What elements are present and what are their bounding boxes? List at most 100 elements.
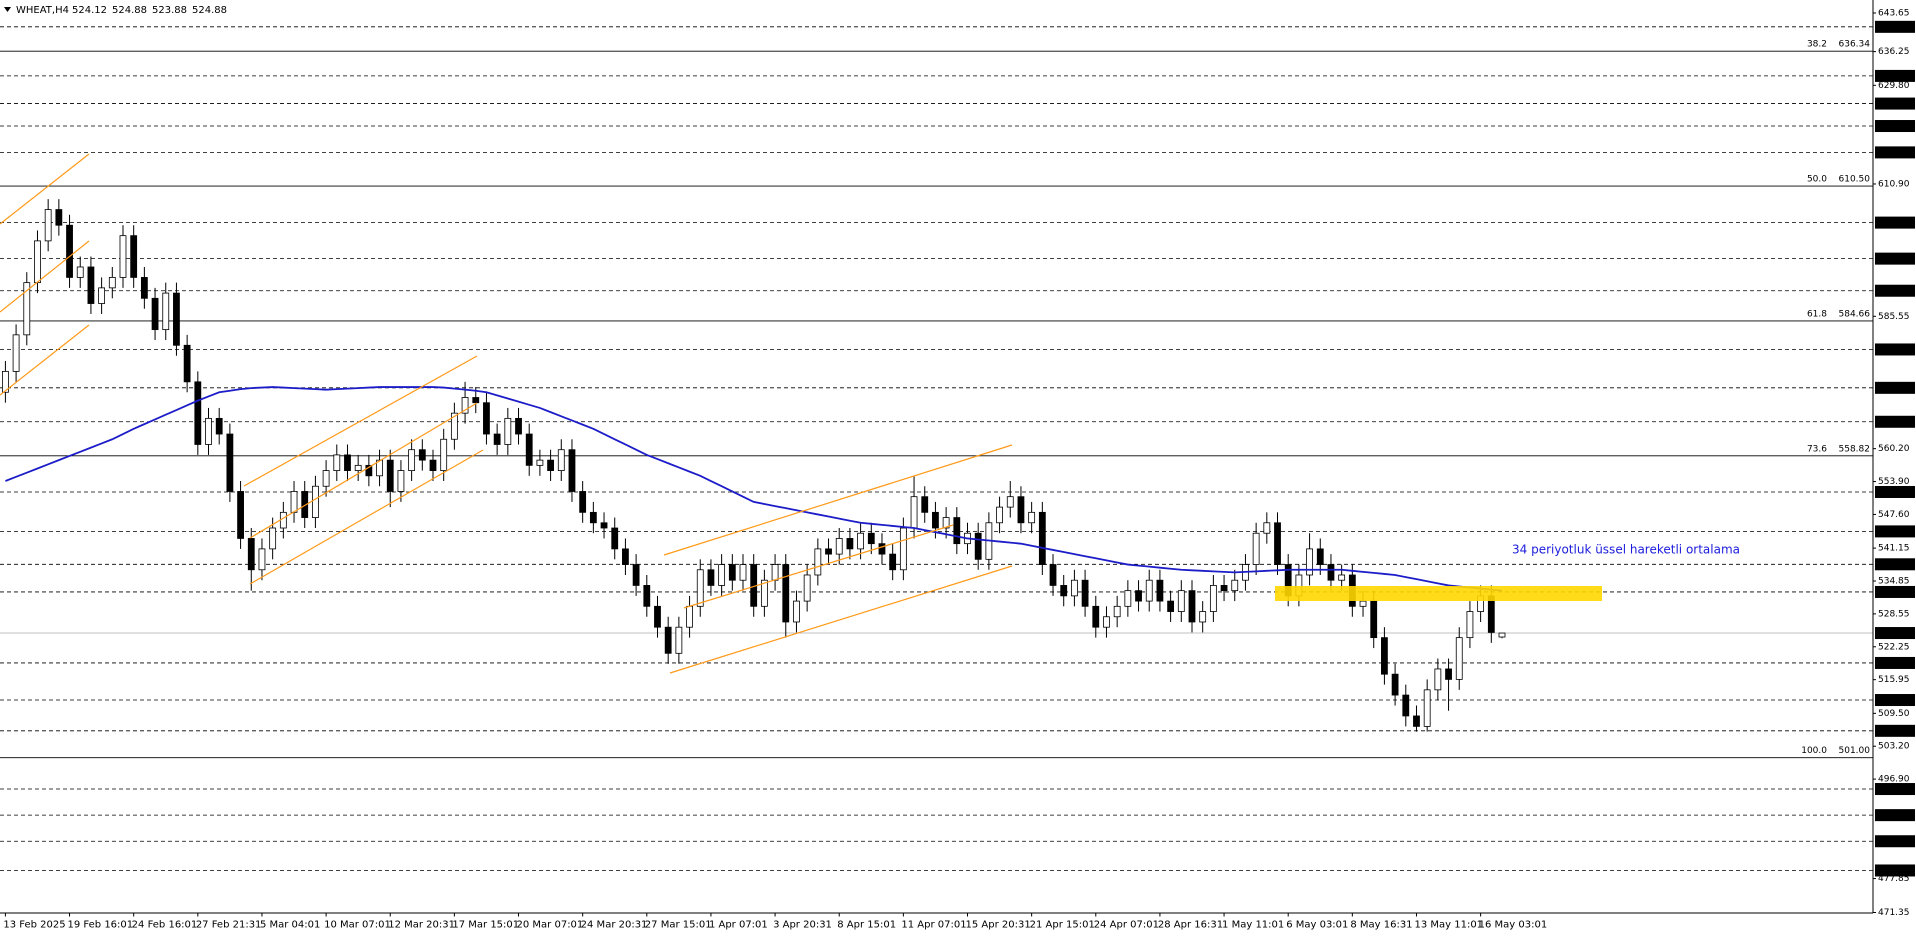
candle-body xyxy=(867,532,875,545)
x-tick-label: 1 Apr 07:01 xyxy=(709,920,768,931)
y-tick-label: 528.55 xyxy=(1878,609,1910,619)
level-label-box xyxy=(1875,146,1915,159)
level-label-box xyxy=(1875,252,1915,265)
resistance-zone xyxy=(1275,586,1602,601)
candle-body xyxy=(1135,590,1142,602)
candle-body xyxy=(696,569,704,607)
candle-body xyxy=(1220,585,1228,592)
candle-body xyxy=(1060,585,1068,597)
candle-body xyxy=(354,464,362,471)
candle-body xyxy=(322,470,330,487)
level-label-box xyxy=(1875,216,1915,229)
moving-average xyxy=(5,386,1503,592)
y-tick-label: 522.25 xyxy=(1878,642,1910,652)
level-label-box xyxy=(1875,864,1915,877)
candle-body xyxy=(1092,605,1100,628)
candle-body xyxy=(66,224,73,278)
candle-body xyxy=(825,548,832,555)
candle-body xyxy=(1370,600,1378,639)
x-tick-label: 27 Mar 15:01 xyxy=(645,920,712,931)
x-tick-label: 28 Apr 16:31 xyxy=(1158,920,1223,931)
candle-body xyxy=(151,297,159,331)
channel-line xyxy=(683,524,954,609)
level-label: 519.15 xyxy=(1878,658,1913,669)
channel-line xyxy=(249,402,478,539)
menu-icon[interactable] xyxy=(4,7,11,12)
x-tick-label: 24 Feb 16:01 xyxy=(132,920,198,931)
candle-body xyxy=(1487,595,1495,633)
candle-body xyxy=(397,470,405,492)
x-tick-label: 16 May 03:01 xyxy=(1479,920,1548,931)
y-tick-label: 509.50 xyxy=(1878,709,1910,719)
candle-body xyxy=(739,564,747,581)
candle-body xyxy=(1113,605,1121,618)
ohlc-low: 523.88 xyxy=(152,5,187,16)
fib-level: 38.2 xyxy=(1807,40,1827,50)
fib-level: 61.8 xyxy=(1807,309,1827,319)
level-label-box xyxy=(1875,284,1915,297)
candle-body xyxy=(119,235,127,278)
x-tick-label: 24 Apr 07:01 xyxy=(1094,920,1159,931)
x-tick-label: 3 Apr 20:31 xyxy=(773,920,832,931)
level-label: 579.20 xyxy=(1878,344,1913,355)
level-label-box xyxy=(1875,783,1915,796)
candle-body xyxy=(1081,579,1089,607)
candle-body xyxy=(1049,564,1057,586)
candle-body xyxy=(846,538,854,550)
level-label-box xyxy=(1875,69,1915,82)
candle-body xyxy=(1359,600,1367,607)
level-label-box xyxy=(1875,694,1915,707)
candle-body xyxy=(643,585,651,607)
candle-body xyxy=(1124,590,1132,607)
channel-line xyxy=(0,324,90,396)
candle-body xyxy=(1338,574,1346,581)
candle-body xyxy=(312,485,319,518)
candle-body xyxy=(622,548,629,565)
fib-level: 50.0 xyxy=(1807,175,1827,185)
level-label: 626.30 xyxy=(1878,99,1913,110)
level-label: 590.45 xyxy=(1878,286,1913,297)
level-label-box xyxy=(1875,585,1915,598)
y-tick-label: 629.80 xyxy=(1878,81,1910,91)
candle-body xyxy=(1445,668,1452,680)
ohlc-high: 524.88 xyxy=(112,5,147,16)
candle-body xyxy=(1006,496,1014,508)
y-tick-label: 477.85 xyxy=(1878,874,1910,884)
level-label: 603.50 xyxy=(1878,218,1913,229)
x-tick-label: 6 May 03:01 xyxy=(1286,920,1348,931)
candle-body xyxy=(12,334,20,372)
y-tick-label: 610.90 xyxy=(1878,179,1910,189)
candle-body xyxy=(98,287,106,304)
level-label: 506.15 xyxy=(1878,726,1913,737)
x-tick-label: 27 Feb 21:31 xyxy=(196,920,262,931)
candle-body xyxy=(835,538,843,555)
candle-body xyxy=(910,496,918,529)
x-tick-label: 11 Apr 07:01 xyxy=(901,920,966,931)
ohlc-close: 524.88 xyxy=(192,5,227,16)
x-tick-label: 10 Mar 07:01 xyxy=(324,920,391,931)
layers: 643.65 636.25 629.80 610.90 585.55 560.20 553.… xyxy=(0,9,1915,931)
candle-body xyxy=(899,527,907,571)
candle-body xyxy=(344,454,351,471)
level-label: 565.35 xyxy=(1878,417,1913,428)
level-label: 485.00 xyxy=(1878,836,1913,847)
candle-body xyxy=(1327,564,1335,581)
candle-body xyxy=(878,543,886,555)
candle-body xyxy=(472,397,480,404)
x-tick-label: 24 Mar 20:31 xyxy=(581,920,648,931)
y-tick-label: 636.25 xyxy=(1878,47,1910,57)
candle-body xyxy=(686,605,693,628)
x-tick-label: 8 May 16:31 xyxy=(1350,920,1412,931)
candle-body xyxy=(1167,600,1175,612)
candle-body xyxy=(87,266,95,304)
candle-body xyxy=(1455,637,1463,680)
candle-body xyxy=(1038,511,1046,565)
level-label-box xyxy=(1875,525,1915,538)
candle-body xyxy=(1434,668,1442,691)
x-tick-label: 20 Mar 07:01 xyxy=(517,920,584,931)
candle-body xyxy=(568,449,576,492)
candle-body xyxy=(408,449,416,471)
